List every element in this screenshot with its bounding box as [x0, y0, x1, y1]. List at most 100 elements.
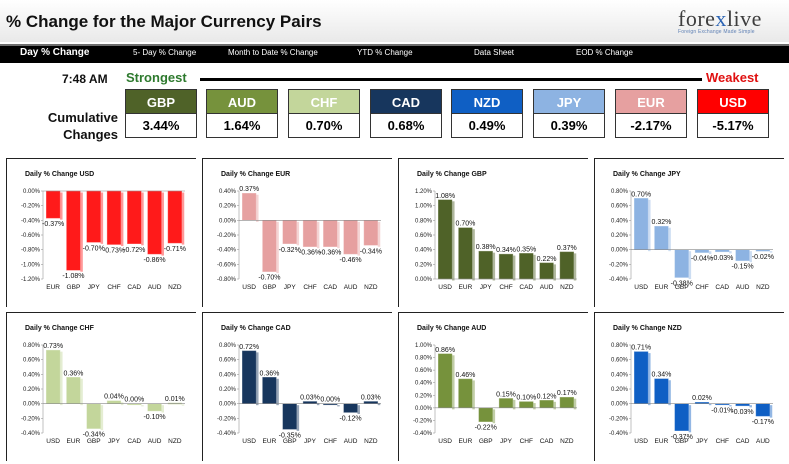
bar [344, 220, 358, 254]
y-tick-label: -0.20% [217, 416, 237, 422]
data-label: 0.36% [63, 370, 83, 377]
nav-ytd-change[interactable]: YTD % Change [357, 48, 413, 57]
tile-currency: GBP [125, 89, 197, 114]
bar [263, 377, 277, 403]
bar-shadow [101, 405, 104, 430]
data-label: -0.37% [42, 221, 64, 228]
bar-shadow [60, 352, 63, 406]
y-tick-label: 0.60% [611, 358, 629, 364]
x-tick-label: EUR [67, 438, 81, 445]
x-tick-label: CAD [715, 284, 729, 291]
data-label: -0.72% [123, 247, 145, 254]
x-tick-label: CHF [716, 438, 729, 445]
y-tick-label: 0.60% [415, 368, 433, 374]
y-tick-label: 0.00% [23, 402, 41, 408]
y-tick-label: 1.20% [415, 189, 433, 195]
nav-data-sheet[interactable]: Data Sheet [474, 48, 514, 57]
chart-eur: Daily % Change EUR 0.40% 0.20% 0.00% -0.20% -… [202, 158, 392, 307]
bar [67, 377, 81, 403]
tile-currency: JPY [533, 89, 605, 114]
tile-value: 0.70% [288, 114, 360, 138]
bar-shadow [378, 403, 381, 405]
x-tick-label: CAD [540, 438, 554, 445]
chart-title: Daily % Change USD [25, 171, 94, 178]
bar-shadow [729, 405, 732, 406]
x-tick-label: JPY [88, 284, 101, 291]
chart-gbp: Daily % Change GBP 1.20% 1.00% 0.80% 0.60% 0.… [398, 158, 588, 307]
chart-title: Daily % Change NZD [613, 325, 682, 332]
bar-shadow [317, 222, 320, 248]
nav-eod-change[interactable]: EOD % Change [576, 48, 633, 57]
tile-chf: CHF 0.70% [288, 89, 360, 140]
y-tick-label: 0.60% [415, 233, 433, 239]
data-label: 0.73% [43, 343, 63, 350]
x-tick-label: CHF [499, 284, 512, 291]
bar [364, 401, 378, 403]
bar-shadow [182, 404, 185, 405]
bar [479, 251, 493, 279]
y-tick-label: 1.00% [415, 204, 433, 210]
nav-day-change[interactable]: Day % Change [20, 47, 89, 58]
x-tick-label: GBP [479, 438, 493, 445]
y-tick-label: 0.40% [415, 381, 433, 387]
data-label: -0.32% [279, 247, 301, 254]
bar [715, 250, 729, 252]
bar-shadow [80, 193, 83, 272]
forexlive-logo[interactable]: forexlive Foreign Exchange Made Simple [678, 6, 778, 40]
data-label: 0.10% [516, 395, 536, 402]
bar [634, 352, 648, 404]
bar-shadow [337, 405, 340, 406]
bar-shadow [553, 264, 556, 280]
bar-shadow [101, 193, 104, 244]
x-tick-label: CAD [519, 284, 533, 291]
y-tick-label: 0.40% [219, 372, 237, 378]
bar-shadow [689, 405, 692, 432]
bar-shadow [668, 228, 671, 251]
x-tick-label: GBP [675, 284, 689, 291]
data-label: 0.37% [239, 186, 259, 193]
tile-usd: USD -5.17% [697, 89, 769, 140]
bar [499, 398, 513, 407]
chart-title: Daily % Change GBP [417, 171, 487, 178]
bar-shadow [493, 253, 496, 281]
bar [519, 402, 533, 408]
bar [540, 400, 554, 408]
bar-shadow [357, 405, 360, 414]
bar [127, 191, 141, 244]
page-title: % Change for the Major Currency Pairs [6, 12, 322, 32]
bar-shadow [452, 355, 455, 409]
x-tick-label: NZD [168, 438, 182, 445]
y-tick-label: 0.00% [23, 189, 41, 195]
y-tick-label: 0.20% [23, 387, 41, 393]
bar [499, 254, 513, 279]
nav-month-to-date-change[interactable]: Month to Date % Change [228, 48, 318, 57]
x-tick-label: NZD [560, 284, 574, 291]
bar-shadow [378, 222, 381, 247]
data-label: 0.35% [516, 246, 536, 253]
chart-svg: Daily % Change CHF0.80%0.60%0.40%0.20%0.… [7, 313, 197, 462]
x-tick-label: JPY [696, 438, 709, 445]
bar-shadow [533, 403, 536, 409]
y-tick-label: -0.40% [609, 277, 629, 283]
data-label: -0.70% [83, 245, 105, 252]
y-tick-label: 0.20% [219, 204, 237, 210]
tile-currency: AUD [206, 89, 278, 114]
bar-shadow [256, 195, 259, 222]
weakest-label: Weakest [706, 70, 759, 85]
bar [283, 220, 297, 243]
bar-shadow [533, 255, 536, 281]
bar-shadow [182, 193, 185, 245]
x-tick-label: AUD [756, 438, 770, 445]
bar [540, 263, 554, 279]
bar [459, 228, 473, 279]
nav-5day-change[interactable]: 5- Day % Change [133, 48, 196, 57]
data-label: -0.36% [299, 250, 321, 257]
y-tick-label: 0.80% [415, 356, 433, 362]
data-label: 0.32% [651, 219, 671, 226]
x-tick-label: AUD [148, 284, 162, 291]
y-tick-label: 0.20% [415, 262, 433, 268]
x-tick-label: AUD [148, 438, 162, 445]
x-tick-label: NZD [364, 438, 378, 445]
bar [46, 191, 60, 218]
data-label: 0.00% [320, 397, 340, 404]
